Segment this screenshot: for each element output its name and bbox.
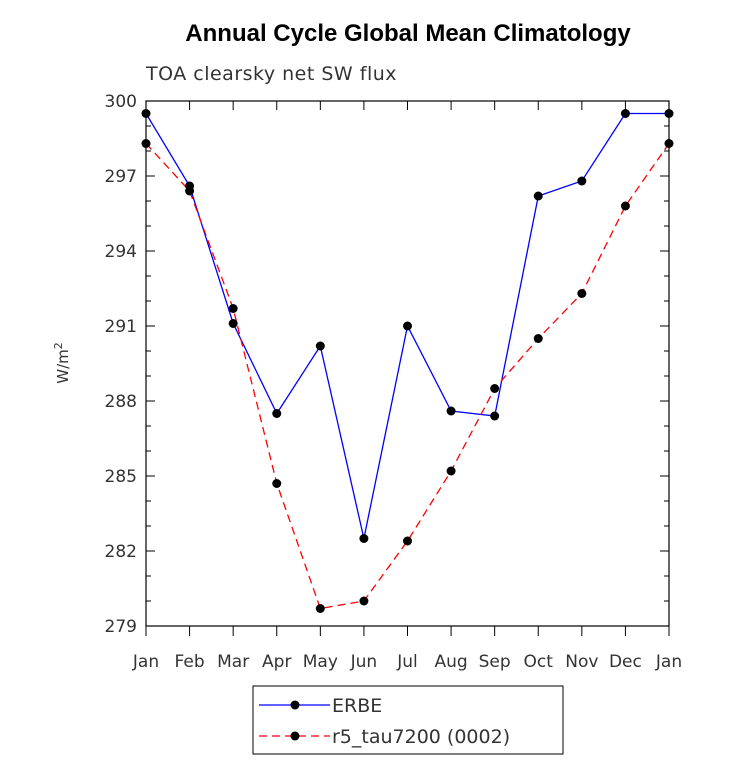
- y-tick-label: 297: [105, 167, 137, 187]
- data-point: [228, 319, 238, 328]
- x-tick-label: Nov: [565, 652, 598, 672]
- x-tick-label: Dec: [609, 652, 642, 672]
- data-point: [315, 341, 325, 351]
- data-point: [533, 191, 543, 201]
- y-tick-label: 282: [105, 542, 137, 562]
- data-point: [446, 466, 456, 476]
- x-tick-label: Oct: [524, 652, 554, 672]
- chart-subtitle: TOA clearsky net SW flux: [145, 63, 397, 85]
- y-axis-label-unit: W/m: [54, 349, 72, 384]
- data-point: [359, 596, 369, 606]
- x-tick-label: Jul: [396, 652, 418, 672]
- chart-title: Annual Cycle Global Mean Climatology: [185, 20, 631, 47]
- data-point: [272, 479, 282, 488]
- legend-marker: [290, 700, 300, 710]
- y-tick-label: 279: [105, 617, 137, 637]
- x-tick-label: Jan: [655, 652, 682, 672]
- data-point: [664, 139, 674, 148]
- data-point: [620, 109, 630, 118]
- data-point: [228, 304, 238, 313]
- data-point: [141, 109, 151, 118]
- y-tick-label: 288: [105, 392, 137, 412]
- data-point: [577, 289, 587, 298]
- data-point: [272, 409, 282, 418]
- data-point: [664, 109, 674, 118]
- x-tick-label: Aug: [434, 652, 467, 672]
- data-point: [490, 411, 500, 421]
- y-axis-label: W/m2: [52, 342, 72, 384]
- x-tick-label: Apr: [262, 652, 291, 672]
- data-point: [185, 186, 195, 196]
- data-point: [141, 139, 151, 148]
- y-axis-label-superscript: 2: [52, 342, 65, 349]
- legend: ERBE r5_tau7200 (0002): [252, 685, 564, 755]
- data-point: [403, 321, 412, 331]
- data-point: [577, 176, 587, 186]
- data-point: [446, 406, 456, 416]
- x-tick-label: May: [303, 652, 338, 672]
- data-point: [490, 384, 500, 393]
- data-point: [403, 536, 412, 546]
- y-tick-label: 291: [105, 317, 137, 337]
- y-tick-label: 285: [105, 467, 137, 487]
- data-point: [315, 604, 325, 613]
- x-tick-label: Sep: [479, 652, 511, 672]
- plot-area: 279 282 285 288 291 294 297 300 Jan Feb Mar Apr May J…: [105, 92, 683, 672]
- legend-box: [252, 685, 564, 755]
- y-tick-label: 294: [105, 242, 137, 262]
- plot-frame: [145, 100, 670, 627]
- legend-label: r5_tau7200 (0002): [332, 726, 510, 748]
- x-tick-label: Mar: [217, 652, 249, 672]
- x-tick-label: Jun: [350, 652, 378, 672]
- y-tick-label: 300: [105, 92, 137, 112]
- legend-marker: [290, 731, 300, 741]
- x-tick-label: Jan: [132, 652, 159, 672]
- data-point: [359, 534, 369, 543]
- data-point: [620, 201, 630, 211]
- legend-label: ERBE: [332, 695, 382, 717]
- x-tick-label: Feb: [175, 652, 205, 672]
- data-point: [533, 334, 543, 343]
